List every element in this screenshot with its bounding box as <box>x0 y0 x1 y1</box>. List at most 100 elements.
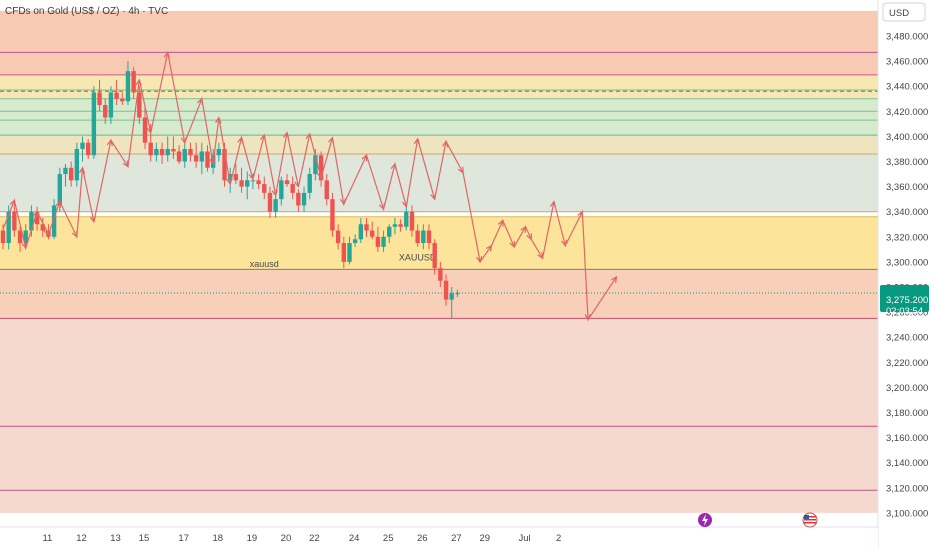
candle-up[interactable] <box>273 199 278 212</box>
x-tick-label: 25 <box>383 533 394 544</box>
us-flag-event-icon[interactable] <box>802 512 818 528</box>
arrow-head <box>21 242 28 250</box>
candle-down[interactable] <box>267 192 273 212</box>
candle-down[interactable] <box>193 155 199 162</box>
candle-down[interactable] <box>284 180 290 185</box>
candle-up[interactable] <box>29 211 34 231</box>
candle-down[interactable] <box>205 151 210 168</box>
flash-event-icon[interactable] <box>698 513 712 527</box>
candle-up[interactable] <box>392 224 398 227</box>
arrow-head <box>135 78 142 86</box>
candle-up[interactable] <box>279 180 284 200</box>
candle-down[interactable] <box>296 192 301 206</box>
x-tick-label: Jul <box>518 533 530 544</box>
candle-down[interactable] <box>364 224 369 231</box>
candle-down[interactable] <box>12 211 17 231</box>
candle-up[interactable] <box>381 236 386 247</box>
candle-down[interactable] <box>114 92 119 99</box>
candle-down[interactable] <box>341 243 346 262</box>
currency-label: USD <box>889 8 909 19</box>
candle-up[interactable] <box>352 239 358 244</box>
candle-up[interactable] <box>125 71 131 102</box>
candle-up[interactable] <box>449 293 454 300</box>
candle-down[interactable] <box>398 224 403 227</box>
candle-up[interactable] <box>199 151 204 162</box>
candle-down[interactable] <box>159 148 165 156</box>
candle-up[interactable] <box>57 174 62 206</box>
candle-down[interactable] <box>335 230 341 244</box>
candle-down[interactable] <box>0 230 6 244</box>
candle-down[interactable] <box>415 230 420 244</box>
candle-up[interactable] <box>421 230 426 244</box>
candle-down[interactable] <box>142 117 148 143</box>
arrow-head <box>485 244 493 252</box>
candle-down[interactable] <box>443 280 449 300</box>
candle-down[interactable] <box>222 148 227 181</box>
candle-down[interactable] <box>188 148 193 156</box>
candle-up[interactable] <box>313 155 318 175</box>
currency-box[interactable] <box>882 2 926 22</box>
arrow-head <box>430 193 437 201</box>
candle-down[interactable] <box>426 230 432 244</box>
candle-up[interactable] <box>387 226 392 237</box>
y-tick-label: 3,340.000 <box>886 207 928 218</box>
candle-up[interactable] <box>23 230 28 244</box>
candle-up[interactable] <box>404 211 409 227</box>
candle-down[interactable] <box>171 148 176 152</box>
candle-up[interactable] <box>182 148 187 162</box>
candle-up[interactable] <box>91 92 97 156</box>
candle-down[interactable] <box>256 180 261 185</box>
candle-down[interactable] <box>97 92 102 106</box>
candles[interactable] <box>0 61 460 319</box>
candle-down[interactable] <box>409 211 415 231</box>
candle-up[interactable] <box>74 148 80 181</box>
candle-up[interactable] <box>347 243 352 262</box>
candle-down[interactable] <box>318 155 324 181</box>
candle-up[interactable] <box>358 224 364 240</box>
candle-down[interactable] <box>233 174 239 181</box>
arrow-head <box>584 313 591 322</box>
candle-down[interactable] <box>239 180 244 187</box>
candle-down[interactable] <box>86 142 91 156</box>
candle-down[interactable] <box>120 98 125 102</box>
candle-down[interactable] <box>68 167 74 181</box>
candle-down[interactable] <box>375 236 381 247</box>
candle-down[interactable] <box>324 180 329 200</box>
candle-down[interactable] <box>262 184 267 193</box>
price-axis[interactable]: USD 3,100.000 3,120.000 3,140.000 3,160.000… <box>877 0 932 550</box>
time-axis[interactable]: 11 12 13 15 17 18 19 20 22 24 25 26 27 29 Jul 2 <box>0 512 878 550</box>
arrow-head <box>441 140 449 148</box>
candle-down[interactable] <box>131 71 136 93</box>
candle-up[interactable] <box>307 174 312 193</box>
candle-up[interactable] <box>51 205 57 237</box>
price-zone <box>0 98 878 136</box>
candle-down[interactable] <box>103 105 108 118</box>
candle-down[interactable] <box>438 268 443 281</box>
candle-up[interactable] <box>301 192 307 206</box>
candle-up[interactable] <box>228 174 233 181</box>
candle-down[interactable] <box>290 184 295 193</box>
candle-down[interactable] <box>330 199 335 231</box>
candle-down[interactable] <box>176 151 182 162</box>
x-tick-label: 22 <box>309 533 320 544</box>
arrow-head <box>89 215 96 224</box>
candle-up[interactable] <box>63 167 68 175</box>
candle-down[interactable] <box>137 92 142 118</box>
candle-up[interactable] <box>216 148 222 156</box>
candle-up[interactable] <box>108 92 114 118</box>
candle-down[interactable] <box>432 243 437 269</box>
candle-down[interactable] <box>370 230 375 237</box>
candle-down[interactable] <box>34 211 40 225</box>
candle-up[interactable] <box>6 211 11 244</box>
candle-down[interactable] <box>17 230 23 244</box>
candle-down[interactable] <box>148 142 153 156</box>
candle-up[interactable] <box>80 142 85 149</box>
candle-up[interactable] <box>455 293 460 295</box>
candle-up[interactable] <box>154 148 159 156</box>
candle-up[interactable] <box>245 180 250 187</box>
candle-down[interactable] <box>40 224 45 231</box>
arrow-head <box>610 275 618 283</box>
candle-up[interactable] <box>165 148 170 156</box>
